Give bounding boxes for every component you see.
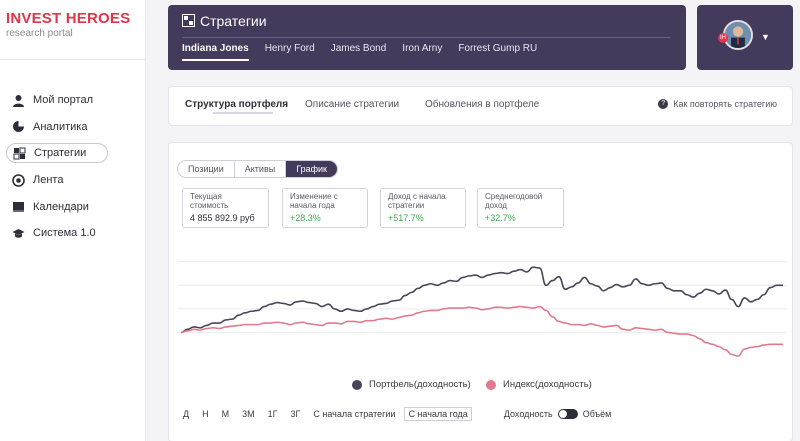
view-switch: Позиции Активы График <box>177 160 338 178</box>
notification-badge: IH <box>718 33 728 43</box>
portfolio-chart-card: Позиции Активы График Текущая стоимость … <box>168 142 793 441</box>
header-divider <box>182 37 670 38</box>
tab-henry-ford[interactable]: Henry Ford <box>264 43 315 54</box>
sidebar-item-strategies[interactable]: Стратегии <box>6 143 108 164</box>
toggle-label-volume: Объём <box>582 409 612 419</box>
sidebar-item-label: Мой портал <box>33 94 94 106</box>
strategy-tabs: Indiana Jones Henry Ford James Bond Iron… <box>182 43 553 61</box>
legend-index-label: Индекс(доходность) <box>503 379 592 390</box>
range-ytd[interactable]: С начала года <box>404 407 472 421</box>
tab-forrest-gump-ru[interactable]: Forrest Gump RU <box>458 43 538 54</box>
stat-ytd-change: Изменение с начала года +28.3% <box>282 188 368 228</box>
stat-value: +28.3% <box>290 213 321 223</box>
puzzle-icon <box>182 14 195 27</box>
series-line-portfolio <box>180 266 783 334</box>
tab-positions[interactable]: Позиции <box>178 161 235 177</box>
legend-portfolio-dot <box>352 379 362 390</box>
help-label: Как повторять стратегию <box>673 99 777 109</box>
sidebar-item-label: Стратегии <box>34 147 87 160</box>
legend-portfolio[interactable]: Портфель(доходность) <box>352 379 471 390</box>
pie-chart-icon <box>12 120 25 133</box>
brand-subtitle: research portal <box>6 28 73 39</box>
yield-volume-toggle[interactable] <box>557 409 578 419</box>
chevron-down-icon[interactable]: ▼ <box>761 32 770 42</box>
tab-assets[interactable]: Активы <box>235 161 287 177</box>
performance-chart <box>177 261 787 357</box>
tab-iron-arny[interactable]: Iron Arny <box>402 43 443 54</box>
yield-volume-toggle-row: Доходность Объём <box>503 409 612 419</box>
stat-annual-return: Среднегодовой доход +32.7% <box>477 188 564 228</box>
sidebar-item-system[interactable]: Система 1.0 <box>6 223 108 243</box>
sidebar-item-feed[interactable]: Лента <box>6 170 108 190</box>
tab-indiana-jones[interactable]: Indiana Jones <box>182 43 249 61</box>
stat-value: +517.7% <box>388 213 424 223</box>
stat-label: Изменение с начала года <box>290 192 338 210</box>
stat-value: 4 855 892.9 руб <box>190 213 255 223</box>
sidebar-item-label: Лента <box>33 174 64 187</box>
toggle-label-yield: Доходность <box>503 409 553 419</box>
how-to-repeat-link[interactable]: ? Как повторять стратегию <box>658 99 777 109</box>
range-month[interactable]: М <box>221 409 230 419</box>
range-since-start[interactable]: С начала стратегии <box>313 409 396 419</box>
tab-chart[interactable]: График <box>286 161 337 177</box>
active-tab-underline <box>213 112 273 114</box>
brand-name: INVEST HEROES <box>6 10 131 27</box>
range-week[interactable]: Н <box>202 409 209 419</box>
question-icon: ? <box>658 99 669 109</box>
legend-portfolio-label: Портфель(доходность) <box>369 379 471 390</box>
stat-value: +32.7% <box>485 213 516 223</box>
tab-strategy-description[interactable]: Описание стратегии <box>305 99 400 110</box>
range-day[interactable]: Д <box>183 409 190 419</box>
strategies-header: Стратегии Indiana Jones Henry Ford James… <box>168 5 686 70</box>
range-3-years[interactable]: 3Г <box>290 409 301 419</box>
graduation-cap-icon <box>12 227 25 240</box>
tab-portfolio-structure[interactable]: Структура портфеля <box>185 99 289 110</box>
tab-portfolio-updates[interactable]: Обновления в портфеле <box>425 99 540 110</box>
tab-james-bond[interactable]: James Bond <box>330 43 387 54</box>
user-menu[interactable]: IH ▼ <box>697 5 793 70</box>
stat-label: Доход с начала стратегии <box>388 192 446 210</box>
range-3-months[interactable]: 3М <box>242 409 255 419</box>
brand[interactable]: INVEST HEROES research portal <box>6 10 130 39</box>
range-1-year[interactable]: 1Г <box>267 409 278 419</box>
series-line-index <box>180 305 783 357</box>
avatar[interactable] <box>723 20 753 50</box>
sidebar-item-analytics[interactable]: Аналитика <box>6 117 108 137</box>
stat-current-value: Текущая стоимость 4 855 892.9 руб <box>182 188 269 228</box>
feed-icon <box>12 173 25 187</box>
sidebar-item-my-portal[interactable]: Мой портал <box>6 90 108 110</box>
calendar-icon <box>12 200 25 213</box>
sidebar-item-calendars[interactable]: Календари <box>6 197 108 217</box>
brand-divider <box>0 59 146 60</box>
stat-label: Среднегодовой доход <box>485 192 543 210</box>
stat-total-return: Доход с начала стратегии +517.7% <box>380 188 466 228</box>
stat-label: Текущая стоимость <box>190 192 229 210</box>
page-title: Стратегии <box>200 13 267 29</box>
sidebar-nav: Мой портал Аналитика Стратегии Лента <box>6 90 108 250</box>
range-selector: Д Н М 3М 1Г 3Г С начала стратегии С нача… <box>183 407 611 421</box>
sidebar-item-label: Система 1.0 <box>33 227 96 240</box>
puzzle-icon <box>13 147 26 160</box>
legend-index-dot <box>486 379 496 390</box>
toggle-knob <box>558 410 567 418</box>
sidebar: INVEST HEROES research portal Мой портал… <box>0 0 146 441</box>
portfolio-tabs: Структура портфеля Описание стратегии Об… <box>168 86 793 126</box>
user-icon <box>12 94 25 107</box>
sidebar-item-label: Аналитика <box>33 120 88 133</box>
legend-index[interactable]: Индекс(доходность) <box>486 379 592 390</box>
sidebar-item-label: Календари <box>33 200 89 213</box>
